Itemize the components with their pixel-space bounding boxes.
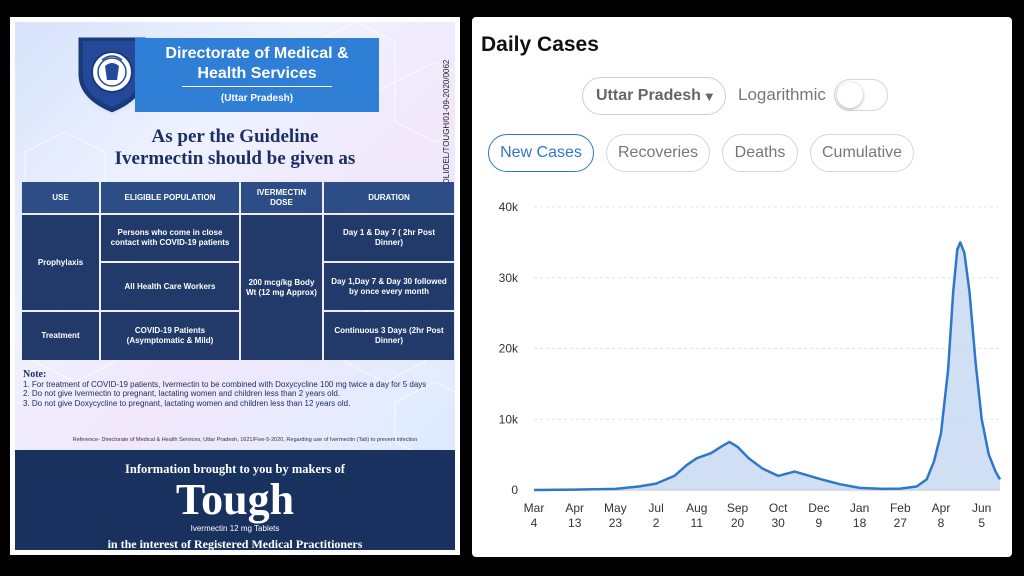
tab-recoveries[interactable]: Recoveries [606, 134, 710, 172]
guideline-line2: Ivermectin should be given as [114, 148, 356, 169]
logarithmic-label: Logarithmic [738, 85, 826, 104]
x-tick-label: Jul 2 [648, 501, 663, 530]
up-government-emblem [75, 34, 149, 116]
table-header-dose: IVERMECTIN DOSE [241, 182, 322, 213]
reference-code: DLI/DEL/TOUGH/01-09-2020/0062 [442, 59, 451, 184]
brand-subtitle: Ivermectin 12 mg Tablets [190, 524, 280, 533]
logarithmic-toggle[interactable] [834, 79, 888, 111]
table-cell-duration-close-contact: Day 1 & Day 7 ( 2hr Post Dinner) [324, 215, 454, 261]
brand-name: Tough [175, 475, 295, 524]
series-line [533, 241, 1002, 492]
x-tick-label: Oct 30 [769, 501, 788, 530]
x-tick-label: Mar 4 [524, 501, 545, 530]
state-dropdown-value: Uttar Pradesh [596, 87, 701, 104]
daily-cases-card: Daily Cases Uttar Pradesh ▼ Logarithmic … [472, 17, 1012, 557]
tab-label: Cumulative [821, 144, 903, 161]
y-tick-label: 30k [499, 271, 519, 285]
y-tick-label: 10k [499, 412, 519, 426]
table-header-duration: DURATION [324, 182, 454, 213]
tab-cumulative[interactable]: Cumulative [810, 134, 914, 172]
table-cell-duration-hcw: Day 1,Day 7 & Day 30 followed by once ev… [324, 263, 454, 310]
note-item: 3. Do not give Doxycycline to pregnant, … [23, 398, 351, 408]
note-item: 1. For treatment of COVID-19 patients, I… [23, 379, 427, 389]
series-area [534, 242, 1000, 490]
org-name-line1: Directorate of Medical & [165, 45, 349, 62]
x-tick-label: Sep 20 [727, 501, 749, 530]
table-cell-treatment: Treatment [22, 312, 99, 360]
table-cell-prophylaxis: Prophylaxis [22, 215, 99, 310]
org-state: (Uttar Pradesh) [220, 93, 294, 104]
table-cell-close-contact: Persons who come in close contact with C… [101, 215, 239, 261]
tab-label: Deaths [734, 144, 786, 161]
table-cell-covid-patients: COVID-19 Patients (Asymptomatic & Mild) [101, 312, 239, 360]
note-title: Note: [23, 369, 47, 380]
org-name-line2: Health Services [197, 65, 317, 82]
table-header-population: ELIGIBLE POPULATION [101, 182, 239, 213]
header-rule [182, 86, 332, 87]
info-line: Information brought to you by makers of [125, 462, 345, 476]
y-tick-label: 40k [499, 200, 519, 214]
note-item: 2. Do not give Ivermectin to pregnant, l… [23, 389, 341, 398]
interest-line: in the interest of Registered Medical Pr… [107, 537, 363, 550]
tab-label: Recoveries [617, 144, 699, 161]
daily-cases-chart: 0 10k 20k 30k 40k Mar 4 Apr 13 May 23 Jul 2 Aug 11 Sep… [499, 200, 1002, 530]
x-tick-label: Aug 11 [686, 501, 707, 530]
x-tick-label: May 23 [604, 501, 627, 530]
x-tick-label: Apr 8 [932, 501, 951, 530]
tab-deaths[interactable]: Deaths [722, 134, 798, 172]
table-cell-duration-treatment: Continuous 3 Days (2hr Post Dinner) [324, 312, 454, 360]
table-header-use: USE [22, 182, 99, 213]
x-tick-label: Jun 5 [972, 501, 991, 530]
poster-body: Directorate of Medical & Health Services… [15, 22, 455, 550]
table-cell-dose: 200 mcg/kg Body Wt (12 mg Approx) [241, 215, 322, 360]
y-tick-label: 20k [499, 342, 519, 356]
guideline-line1: As per the Guideline [151, 126, 319, 147]
notes-section: Note: 1. For treatment of COVID-19 patie… [23, 370, 453, 408]
table-cell-health-care-workers: All Health Care Workers [101, 263, 239, 310]
x-tick-label: Jan 18 [850, 501, 869, 530]
tab-new-cases[interactable]: New Cases [488, 134, 594, 172]
brand-footer-band: Information brought to you by makers of … [15, 450, 455, 550]
directorate-header-band: Directorate of Medical & Health Services… [135, 38, 379, 112]
guideline-heading: As per the Guideline Ivermectin should b… [75, 126, 395, 170]
ivermectin-poster: Directorate of Medical & Health Services… [10, 17, 460, 555]
card-title: Daily Cases [481, 33, 599, 56]
guideline-table: USE ELIGIBLE POPULATION IVERMECTIN DOSE … [22, 182, 454, 362]
toggle-knob [837, 82, 863, 108]
x-tick-label: Dec 9 [808, 501, 829, 530]
x-tick-label: Apr 13 [565, 501, 584, 530]
x-tick-label: Feb 27 [890, 501, 911, 530]
reference-line: Reference- Directorate of Medical & Heal… [72, 437, 418, 443]
caret-down-icon: ▼ [702, 88, 716, 104]
y-tick-label: 0 [511, 483, 518, 497]
state-dropdown[interactable]: Uttar Pradesh ▼ [582, 77, 726, 115]
tab-label: New Cases [500, 144, 582, 161]
